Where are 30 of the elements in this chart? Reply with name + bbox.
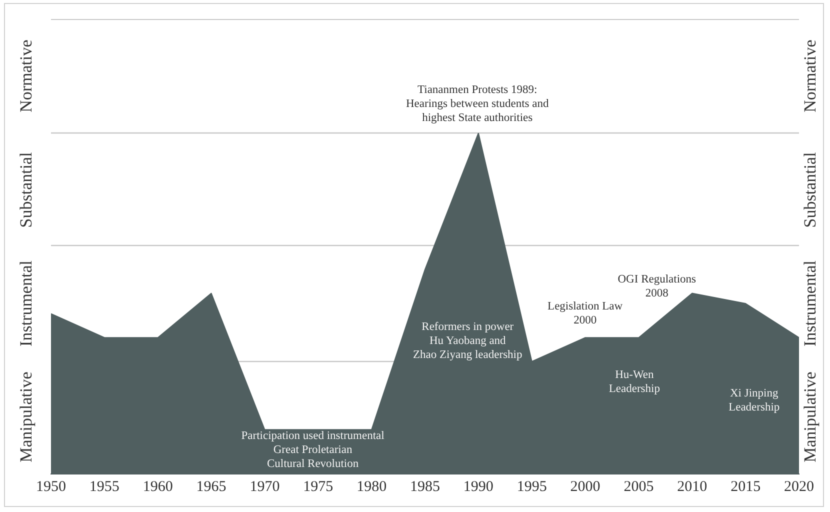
text: Manipulative [16, 372, 36, 462]
x-tick-label: 2005 [624, 478, 654, 495]
x-tick-label: 1970 [250, 478, 280, 495]
x-tick-label: 1995 [516, 478, 547, 495]
x-tick-label: 1990 [463, 478, 494, 495]
x-tick-label: 2000 [570, 478, 600, 495]
text: Substantial [16, 152, 36, 228]
x-tick-label: 2020 [784, 478, 814, 495]
annotation: Reformers in power Hu Yaobang and Zhao Ziyang leadership [413, 321, 522, 362]
text: Normative [16, 40, 36, 112]
text: Tiananmen Protests 1989: Hearings between students and highest State authorities [406, 84, 549, 124]
x-tick-label: 1950 [36, 478, 66, 495]
annotation: Hu-Wen Leadership [608, 368, 660, 395]
annotation: Participation used instrumental Great Proletarian Cultural Revolution [241, 430, 384, 470]
annotation: OGI Regulations 2008 [618, 273, 697, 300]
annotation: Xi Jinping Leadership [728, 388, 780, 414]
text: Instrumental [16, 260, 36, 346]
annotation: Legislation Law 2000 [548, 300, 624, 327]
x-tick-label: 1985 [410, 478, 440, 495]
x-tick-label: 1960 [142, 478, 173, 495]
x-tick-label: 1965 [196, 478, 226, 495]
text: Normative [800, 40, 820, 112]
text: Instrumental [800, 260, 820, 346]
x-tick-label: 1980 [356, 478, 387, 495]
x-tick-label: 2010 [677, 478, 708, 495]
x-tick-label: 2015 [730, 478, 761, 495]
text: Substantial [800, 152, 820, 228]
text: Manipulative [800, 372, 820, 462]
x-tick-label: 1975 [303, 478, 334, 495]
x-tick-label: 1955 [89, 478, 120, 495]
